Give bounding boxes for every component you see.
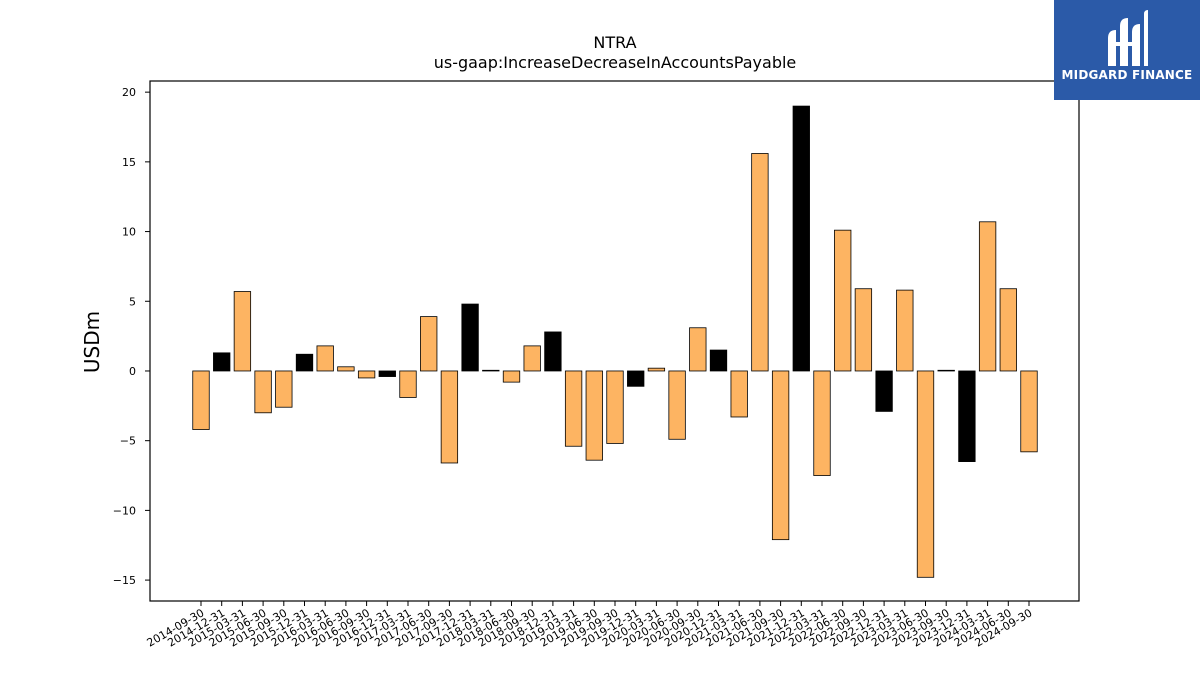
bar-2014-12-31	[213, 352, 231, 372]
bar-2022-12-31	[875, 370, 893, 412]
bar-2024-03-31	[978, 221, 997, 372]
bar-2020-09-30	[689, 327, 707, 372]
bar-2018-03-31	[482, 369, 500, 372]
y-axis-label: USDm	[80, 311, 104, 373]
bar-2023-06-30	[916, 370, 935, 578]
chart-subtitle: us-gaap:IncreaseDecreaseInAccountsPayabl…	[434, 53, 797, 72]
bar-2023-09-30	[937, 369, 955, 372]
bar-2016-09-30	[357, 370, 376, 379]
chart-title: NTRA	[593, 33, 636, 52]
plot-frame	[149, 80, 1080, 602]
x-ticks-group: 2014-09-302014-12-312015-03-312015-06-30…	[145, 601, 1035, 650]
bar-2015-06-30	[254, 370, 272, 414]
y-tick-label: −10	[113, 504, 136, 517]
bar-2015-12-31	[295, 353, 314, 372]
y-tick-label: 15	[122, 156, 136, 169]
y-tick-label: 0	[129, 365, 136, 378]
y-tick-label: 5	[129, 295, 136, 308]
bar-2020-12-31	[709, 349, 728, 372]
midgard-logo-icon	[1108, 10, 1148, 66]
y-tick-label: 10	[122, 226, 136, 239]
bar-2017-03-31	[399, 370, 417, 398]
bar-2021-12-31	[792, 105, 810, 372]
bar-2019-12-31	[627, 370, 645, 387]
bar-2021-09-30	[771, 370, 790, 541]
y-tick-label: 20	[122, 86, 136, 99]
bar-2018-06-30	[502, 370, 521, 383]
bar-2021-06-30	[751, 153, 769, 372]
bar-2020-03-31	[647, 367, 666, 372]
y-ticks-group: −15 −10 −5 0 5 10 15 20	[113, 86, 150, 587]
y-tick-label: −15	[113, 574, 136, 587]
bar-2017-12-31	[461, 303, 479, 372]
bar-2024-09-30	[1020, 370, 1038, 453]
bar-2015-03-31	[233, 291, 252, 372]
bar-2022-03-31	[813, 370, 831, 476]
bar-2022-09-30	[854, 288, 873, 372]
bar-2017-06-30	[420, 316, 438, 372]
brand-name: MIDGARD FINANCE	[1061, 68, 1193, 82]
bar-2021-03-31	[730, 370, 748, 418]
y-tick-label: −5	[120, 435, 136, 448]
bar-2023-03-31	[896, 289, 914, 372]
bar-2019-06-30	[585, 370, 603, 461]
bar-2015-09-30	[275, 370, 293, 408]
brand-logo: MIDGARD FINANCE	[1054, 0, 1200, 100]
bars-group	[192, 105, 1038, 578]
bar-2023-12-31	[958, 370, 976, 462]
bar-2024-06-30	[999, 288, 1017, 372]
bar-2022-06-30	[834, 229, 852, 372]
bar-2020-06-30	[668, 370, 686, 440]
bar-2017-09-30	[440, 370, 459, 464]
bar-2016-12-31	[378, 370, 396, 377]
bar-2018-12-31	[544, 331, 562, 372]
bar-2019-09-30	[606, 370, 624, 444]
bar-2018-09-30	[523, 345, 541, 372]
bar-2014-09-30	[192, 370, 210, 430]
bar-2019-03-31	[564, 370, 583, 447]
bar-2016-06-30	[337, 366, 355, 372]
bar-2016-03-31	[316, 345, 334, 372]
